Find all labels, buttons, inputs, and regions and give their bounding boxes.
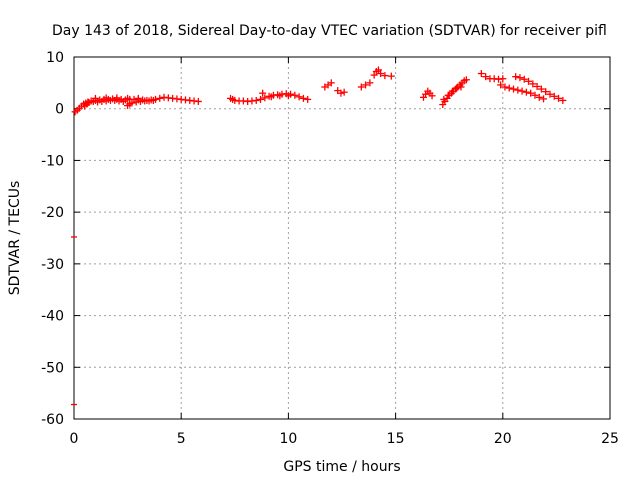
data-point bbox=[362, 81, 370, 89]
data-point bbox=[124, 94, 132, 102]
data-point bbox=[535, 93, 543, 101]
data-point bbox=[542, 88, 550, 96]
data-point bbox=[555, 94, 563, 102]
data-point bbox=[128, 99, 136, 107]
data-point bbox=[559, 96, 567, 104]
data-point bbox=[366, 79, 374, 87]
x-tick-label: 25 bbox=[601, 431, 619, 447]
data-point bbox=[252, 96, 260, 104]
x-tick-label: 20 bbox=[494, 431, 512, 447]
data-point bbox=[512, 73, 520, 81]
x-tick-label: 5 bbox=[177, 431, 186, 447]
data-point bbox=[327, 79, 335, 87]
data-point bbox=[91, 94, 99, 102]
data-point bbox=[85, 99, 93, 107]
data-point bbox=[229, 95, 237, 103]
grid-lines bbox=[74, 57, 610, 419]
data-point bbox=[529, 80, 537, 88]
data-point bbox=[546, 90, 554, 98]
x-tick-label: 0 bbox=[70, 431, 79, 447]
data-point bbox=[522, 88, 530, 96]
data-point bbox=[497, 81, 505, 89]
data-point bbox=[477, 70, 485, 78]
data-point bbox=[291, 91, 299, 99]
data-point bbox=[533, 82, 541, 90]
data-point bbox=[295, 93, 303, 101]
data-point bbox=[444, 91, 452, 99]
data-point bbox=[194, 97, 202, 105]
y-axis-ticks: 10 0 -10 -20 -30 -40 -50 -60 bbox=[41, 50, 610, 428]
y-tick-label: -60 bbox=[41, 412, 64, 428]
data-points bbox=[71, 66, 567, 406]
data-point bbox=[501, 83, 509, 91]
data-point bbox=[499, 75, 507, 83]
data-point bbox=[448, 87, 456, 95]
data-point bbox=[440, 95, 448, 103]
data-point bbox=[531, 91, 539, 99]
y-axis-label: SDTVAR / TECUs bbox=[7, 181, 23, 296]
x-tick-label: 15 bbox=[387, 431, 405, 447]
data-point bbox=[457, 83, 465, 91]
data-point bbox=[428, 92, 436, 100]
data-point bbox=[462, 76, 470, 84]
data-point bbox=[540, 95, 548, 103]
data-point bbox=[525, 77, 533, 85]
data-point bbox=[119, 97, 127, 105]
data-point bbox=[518, 87, 526, 95]
data-point bbox=[516, 74, 524, 82]
data-point bbox=[259, 89, 267, 97]
data-point bbox=[374, 66, 382, 74]
data-point bbox=[482, 73, 490, 81]
y-tick-label: 10 bbox=[46, 50, 64, 66]
data-point bbox=[102, 94, 110, 102]
data-point bbox=[299, 94, 307, 102]
y-tick-label: 0 bbox=[55, 102, 64, 118]
data-point bbox=[340, 88, 348, 96]
plot-frame bbox=[73, 56, 611, 420]
data-point bbox=[377, 70, 385, 78]
data-point bbox=[261, 94, 269, 102]
data-point bbox=[510, 85, 518, 93]
data-point bbox=[257, 95, 265, 103]
data-point bbox=[304, 95, 312, 103]
y-tick-label: -20 bbox=[41, 205, 64, 221]
data-point bbox=[527, 89, 535, 97]
y-tick-label: -50 bbox=[41, 360, 64, 376]
data-point bbox=[453, 84, 461, 92]
data-point bbox=[337, 89, 345, 97]
data-point bbox=[267, 93, 275, 101]
data-point bbox=[505, 84, 513, 92]
data-point bbox=[387, 72, 395, 80]
x-axis-ticks: 0 5 10 15 20 25 bbox=[70, 57, 619, 447]
y-tick-label: -10 bbox=[41, 153, 64, 169]
data-point bbox=[113, 94, 121, 102]
chart-title: Day 143 of 2018, Sidereal Day-to-day VTE… bbox=[52, 23, 607, 39]
x-axis-label: GPS time / hours bbox=[283, 459, 400, 475]
data-point bbox=[276, 92, 284, 100]
data-point bbox=[537, 85, 545, 93]
data-point bbox=[156, 94, 164, 102]
data-point bbox=[381, 72, 389, 80]
data-point bbox=[284, 92, 292, 100]
x-tick-label: 10 bbox=[279, 431, 297, 447]
data-point bbox=[520, 75, 528, 83]
data-point bbox=[149, 96, 157, 104]
data-point bbox=[550, 92, 558, 100]
data-point bbox=[134, 94, 142, 102]
y-tick-label: -30 bbox=[41, 257, 64, 273]
data-point bbox=[357, 83, 365, 91]
y-tick-label: -40 bbox=[41, 309, 64, 325]
data-point bbox=[370, 71, 378, 79]
data-point bbox=[514, 86, 522, 94]
